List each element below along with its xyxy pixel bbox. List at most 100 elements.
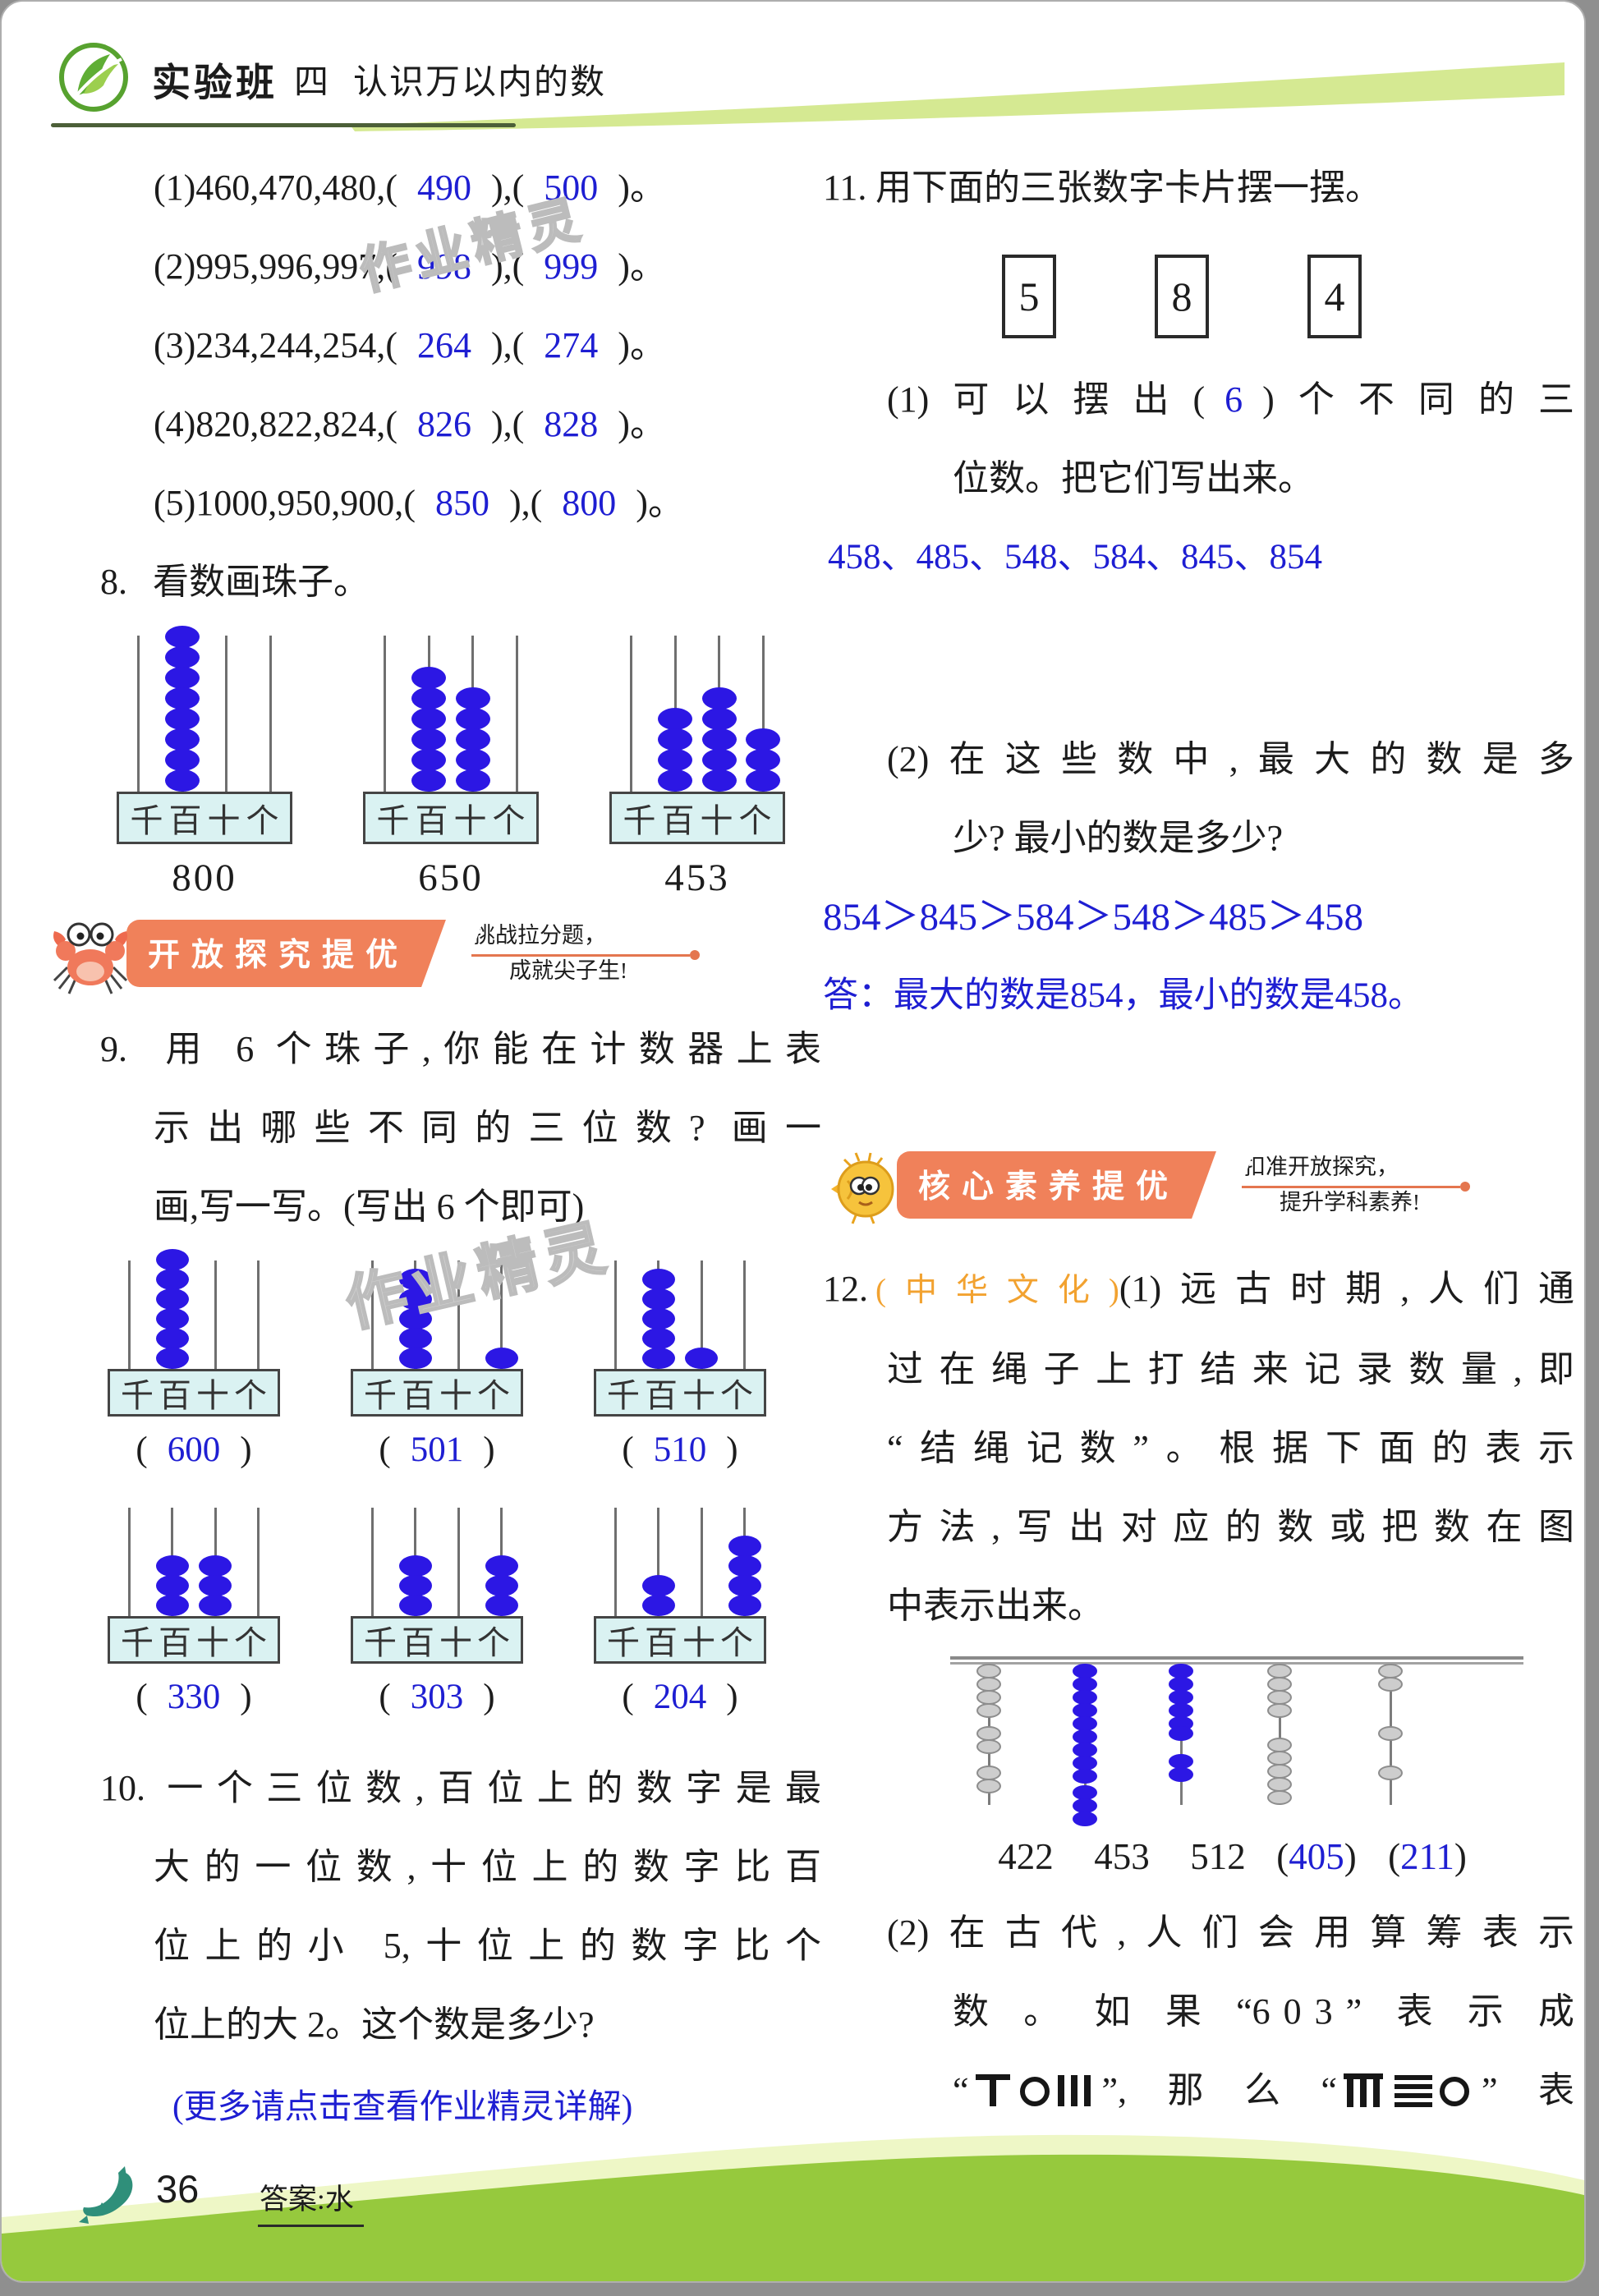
abacus-bead <box>199 1595 232 1616</box>
q12-line2: 过在绳子上打结来记录数量,即 <box>887 1349 1574 1389</box>
knot-bead <box>976 1739 1001 1754</box>
place-label: 百 <box>661 802 695 839</box>
q8-abacus-row: 千百十个 800 千百十个 650 千百十个 453 <box>49 626 821 900</box>
abacus: 千百十个 453 <box>590 636 805 900</box>
q11-part1-line2: 位数。把它们写出来。 <box>953 458 1314 498</box>
place-label: 十 <box>207 802 241 839</box>
page-number: 36 <box>156 2167 200 2211</box>
q11-part2-line1: (2)在这些数中,最大的数是多 <box>887 739 1574 779</box>
knot-bead <box>1073 1769 1097 1784</box>
paren-open: ( <box>385 404 397 444</box>
sequence-item: (3)234,244,254,(264),(274)。 <box>49 320 821 371</box>
place-label: 个 <box>234 1624 267 1661</box>
digit-card-value: 8 <box>1171 273 1192 319</box>
abacus-bead <box>658 769 693 792</box>
abacus-rod <box>657 1508 660 1616</box>
paren-close: ) <box>508 483 522 523</box>
abacus-bead <box>165 626 200 648</box>
knot-bead <box>1073 1756 1097 1770</box>
sequence-item: (4)820,822,824,(826),(828)。 <box>49 399 821 450</box>
place-label: 百 <box>645 1377 678 1414</box>
knot-bead <box>1073 1798 1097 1813</box>
abacus-bead <box>411 728 447 751</box>
place-label: 千 <box>130 802 163 839</box>
knot-label-number: 211 <box>1400 1836 1454 1877</box>
place-label: 十 <box>196 1377 229 1414</box>
spacer <box>823 611 1574 734</box>
abacus-bead <box>641 1308 675 1329</box>
banner-side-text: 挑战拉分题， 成就尖子生! <box>471 920 701 985</box>
brand-logo-icon <box>56 38 131 121</box>
bead-stack <box>411 667 447 792</box>
place-label: 千 <box>607 1377 640 1414</box>
banner-slogan-line1: 挑战拉分题， <box>471 921 701 960</box>
abacus-rod <box>370 1261 374 1369</box>
sequence-item: (2)995,996,997,(998),(999)。 <box>49 241 821 292</box>
banner-title: 核心素养提优 <box>897 1151 1231 1219</box>
banner-side-text: 扣准开放探究， 提升学科素养! <box>1242 1151 1471 1216</box>
abacus-rod <box>500 1261 503 1369</box>
abacus-answer-number: 510 <box>653 1430 707 1469</box>
q11-title: 11. 用下面的三张数字卡片摆一摆。 <box>823 163 1574 214</box>
q11-part2-answer: 答：最大的数是854，最小的数是458。 <box>823 976 1423 1015</box>
paren-close: ) <box>483 1430 495 1469</box>
abacus-answer-number: 501 <box>410 1430 464 1469</box>
q9-line3: 画,写一写。(写出 6 个即可) <box>154 1187 585 1227</box>
knot-bead <box>1169 1677 1193 1692</box>
comma: , <box>521 483 531 523</box>
paren-open: ( <box>512 325 525 365</box>
abacus-bead <box>411 749 447 771</box>
sequence-list: (1)460,470,480,(490),(500)。 (2)995,996,99… <box>49 163 821 529</box>
abacus-answer: (204) <box>577 1677 783 1717</box>
comma: , <box>503 246 512 287</box>
sequence-answer: 274 <box>544 325 599 365</box>
knot-group <box>1169 1726 1193 1741</box>
paren-open: ( <box>136 1678 148 1716</box>
place-label: 百 <box>159 1377 191 1414</box>
knot-bead <box>1267 1703 1292 1718</box>
knot-group <box>1169 1754 1193 1782</box>
bead-stack <box>641 1575 675 1616</box>
abacus-bead <box>165 646 200 668</box>
page-footer: 36 答案:水 <box>2 2158 1584 2257</box>
place-label: 个 <box>246 802 279 839</box>
place-label: 十 <box>682 1377 715 1414</box>
abacus-answer: (303) <box>333 1677 540 1717</box>
abacus-bead <box>155 1328 189 1349</box>
knot-group <box>976 1664 1001 1718</box>
bead-stack <box>199 1555 232 1616</box>
paren-close: ) <box>1454 1836 1467 1877</box>
period: 。 <box>629 325 666 365</box>
abacus-bead <box>165 708 200 730</box>
paren-open: ( <box>622 1678 634 1716</box>
abacus-bead <box>199 1555 232 1577</box>
q8-number: 8. <box>100 562 127 602</box>
sequence-answer: 826 <box>416 404 471 444</box>
abacus-rod <box>384 636 387 792</box>
banner-slogan-line2: 提升学科素养! <box>1280 1190 1421 1215</box>
more-details-link[interactable]: (更多请点击查看作业精灵详解) <box>172 2087 633 2125</box>
knot-bead <box>1378 1677 1403 1692</box>
abacus-bead <box>155 1595 189 1616</box>
paren-close: ) <box>618 404 630 444</box>
paren-open: ( <box>136 1430 148 1469</box>
abacus-bead <box>701 749 737 771</box>
abacus-rod <box>257 1508 260 1616</box>
abacus-answer-number: 600 <box>167 1430 221 1469</box>
paren-close: ) <box>490 246 503 287</box>
abacus-rod <box>127 1508 131 1616</box>
comma: , <box>503 168 512 208</box>
knot-bar <box>950 1656 1523 1665</box>
abacus-rod <box>761 636 765 792</box>
abacus-bead <box>398 1575 432 1596</box>
banner-slogan-line1: 扣准开放探究， <box>1242 1153 1471 1192</box>
digit-card-value: 4 <box>1324 273 1345 319</box>
place-label: 个 <box>492 802 526 839</box>
knot-bead <box>1169 1754 1193 1769</box>
abacus-bead <box>701 769 737 792</box>
rod-numeral-840-icon <box>1344 2073 1469 2107</box>
abacus-rod <box>370 1508 374 1616</box>
q9-line2: 示出哪些不同的三位数? 画一 <box>154 1108 821 1148</box>
knot-group <box>1378 1766 1403 1780</box>
knot-bead <box>1169 1767 1193 1782</box>
